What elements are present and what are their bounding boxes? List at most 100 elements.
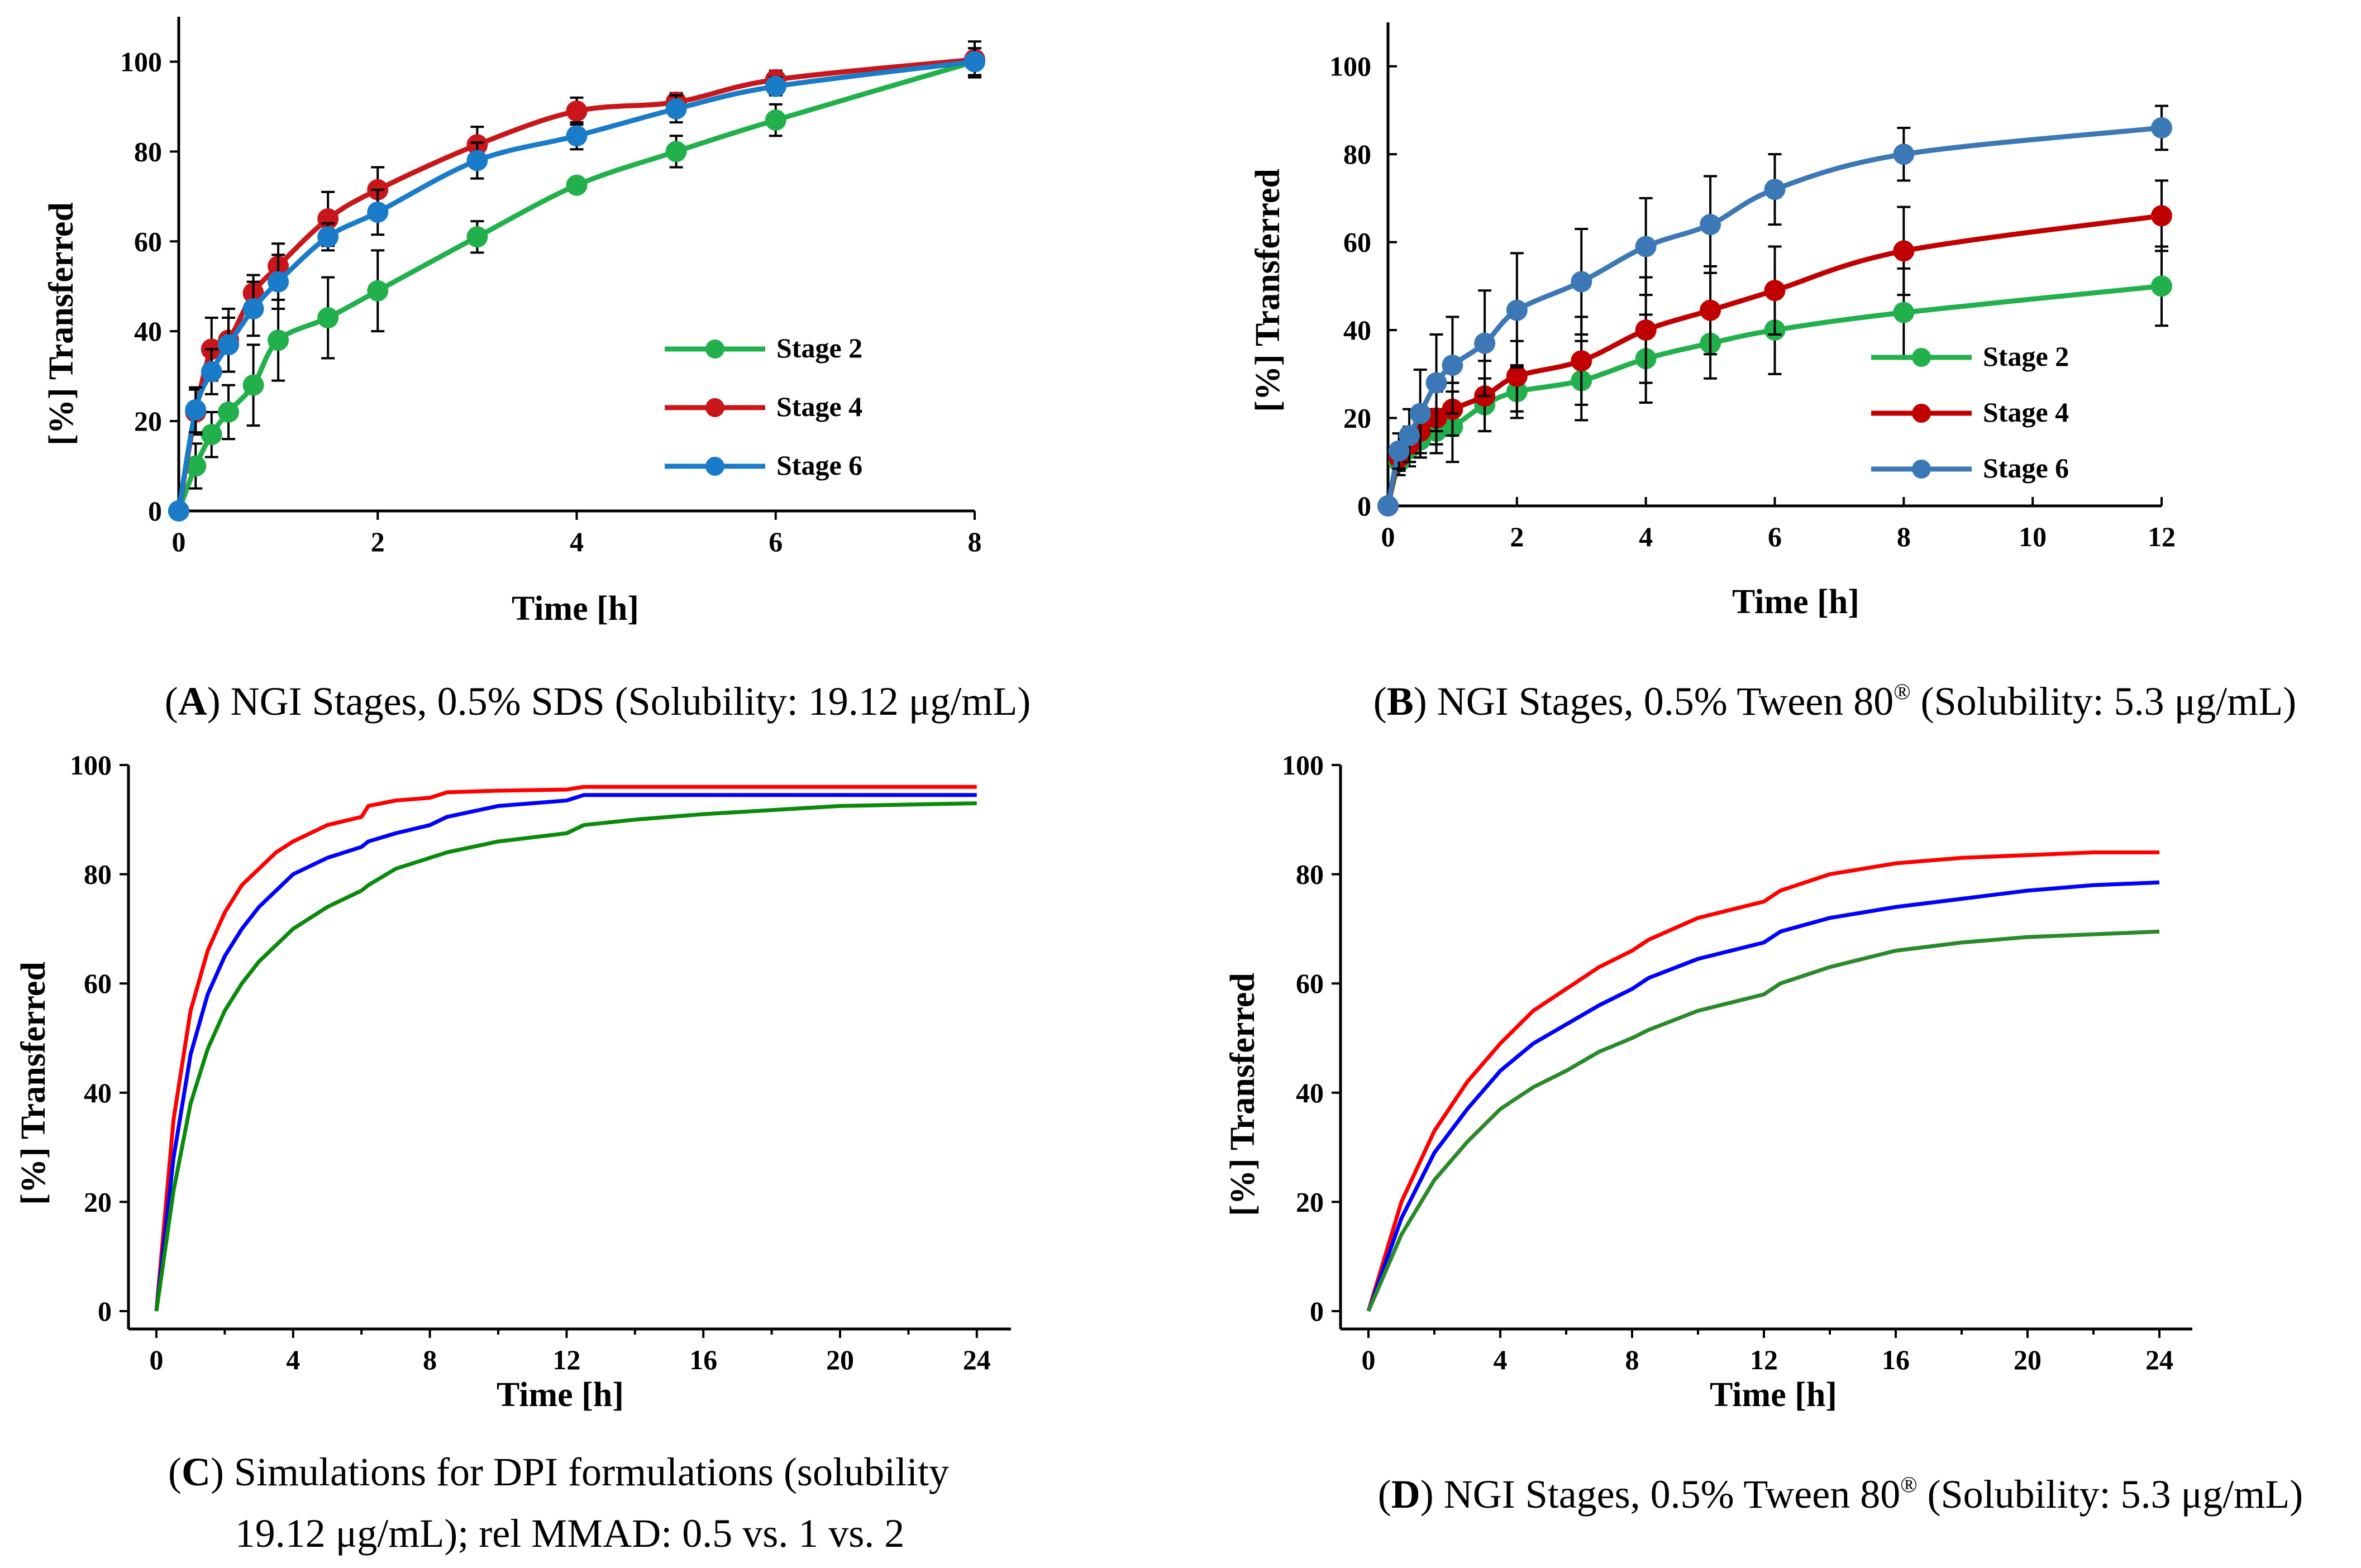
panel-b-series-stage-6-point xyxy=(1700,214,1721,236)
panel-a-series-stage-6-point xyxy=(185,399,207,420)
panel-c-plot: 0 20 40 60 80 100 0 4 8 12 16 20 24 xyxy=(70,749,1011,1375)
panel-b-xtick-label: 6 xyxy=(1768,521,1782,552)
panel-b-series-stage-6-point xyxy=(1399,425,1420,447)
panel-a-xtick-label: 4 xyxy=(570,526,584,557)
panel-c-xtick-label: 16 xyxy=(689,1344,717,1375)
panel-a-series-stage-2-point xyxy=(665,141,687,162)
panel-b-series-stage-6-point xyxy=(1409,403,1431,424)
panel-b-series-stage-6-point xyxy=(1506,299,1528,321)
panel-a-plot: 0 20 40 60 80 100 0 2 4 6 8 Stage 2 Stage 4 Stage 6 xyxy=(120,17,985,557)
panel-a-ytick-label: 40 xyxy=(134,315,162,347)
panel-d-ytick-label: 0 xyxy=(1310,1295,1324,1327)
panel-a-ytick-label: 20 xyxy=(134,405,162,437)
panel-c-xtick-label: 8 xyxy=(423,1344,437,1375)
panel-a-xtick-label: 0 xyxy=(172,526,186,557)
panel-a-series-stage-6-point xyxy=(168,500,189,522)
panel-a-series-stage-2-point xyxy=(268,329,289,351)
panel-c-xtick-label: 0 xyxy=(150,1344,164,1375)
panel-b-series-stage-2-point xyxy=(2151,275,2172,297)
panel-b-xtick-label: 12 xyxy=(2148,521,2176,552)
panel-c-xtick-label: 4 xyxy=(286,1344,300,1375)
panel-b-plot: 0 20 40 60 80 100 0 2 4 6 8 10 12 Stage 2 Stage 4 Stage… xyxy=(1329,22,2176,552)
panel-a-ytick-label: 0 xyxy=(148,495,162,527)
panel-a-series-stage-2-point xyxy=(218,401,240,423)
panel-b-caption-sup: ® xyxy=(1893,679,1910,704)
panel-a-series-stage-6-point xyxy=(218,334,240,356)
panel-b-series-stage-4-point xyxy=(1635,319,1657,341)
panel-b-caption-letter: B xyxy=(1387,679,1414,724)
panel-b-series-stage-6-point xyxy=(1388,440,1410,462)
panel-b-ytick-label: 40 xyxy=(1343,314,1371,346)
panel-b-series-stage-6-point xyxy=(1571,271,1592,293)
panel-b-legend-stage-6-label: Stage 6 xyxy=(1983,452,2069,484)
panel-a-caption-letter: A xyxy=(178,679,207,724)
panel-a-xlabel: Time [h] xyxy=(512,590,639,628)
panel-b-series-stage-2-point xyxy=(1893,302,1915,323)
panel-b-series-stage-4-point xyxy=(1764,280,1786,302)
panel-a-series-stage-2-point xyxy=(317,307,339,329)
panel-c-caption-text: Simulations for DPI formulations (solubi… xyxy=(234,1450,949,1494)
panel-b-series-stage-6-point xyxy=(1425,372,1447,394)
panel-b: 0 20 40 60 80 100 0 2 4 6 8 10 12 Stage 2 Stage 4 Stage… xyxy=(1249,22,2296,724)
panel-b-ylabel: [%] Transferred xyxy=(1249,169,1287,412)
panel-a-xtick-label: 2 xyxy=(371,526,385,557)
panel-b-series-stage-4-point xyxy=(2151,205,2172,227)
panel-c-xtick-label: 20 xyxy=(826,1344,854,1375)
panel-a-xtick-label: 6 xyxy=(769,526,783,557)
panel-b-xtick-label: 0 xyxy=(1381,521,1395,552)
panel-a: 0 20 40 60 80 100 0 2 4 6 8 Stage 2 Stage 4 Stage 6 [… xyxy=(42,17,1031,724)
panel-a-series-stage-2-point xyxy=(242,374,264,396)
panel-b-legend-stage-2-swatch-marker xyxy=(1912,348,1931,367)
panel-b-legend-stage-4-label: Stage 4 xyxy=(1983,396,2069,428)
panel-b-series-stage-4-point xyxy=(1700,299,1721,321)
panel-c-series-red-line xyxy=(154,785,977,1312)
panel-d-ylabel: [%] Transferred xyxy=(1224,973,1262,1216)
panel-c-series-green-line xyxy=(154,801,977,1312)
panel-a-ylabel: [%] Transferred xyxy=(42,202,80,446)
panel-a-caption-text: NGI Stages, 0.5% SDS (Solubility: 19.12 … xyxy=(231,679,1031,724)
panel-b-legend-stage-4-swatch-marker xyxy=(1912,404,1931,423)
panel-b-series-stage-6-point xyxy=(1893,144,1915,165)
panel-a-legend-stage-2-label: Stage 2 xyxy=(776,332,862,364)
panel-d-ytick-label: 60 xyxy=(1296,968,1324,999)
panel-a-series-stage-2-point xyxy=(765,109,786,131)
panel-a-series-stage-6-point xyxy=(566,125,588,147)
panel-a-series-stage-6-point xyxy=(466,150,488,171)
panel-c-ylabel: [%] Transferred xyxy=(15,962,53,1205)
panel-b-series-stage-6-point xyxy=(1442,355,1463,376)
panel-a-series-stage-2-point xyxy=(201,424,222,446)
panel-b-series-stage-6-point xyxy=(2151,117,2172,138)
panel-b-series-stage-6-point xyxy=(1635,236,1657,257)
panel-a-series-stage-4-point xyxy=(566,100,588,122)
panel-c-ytick-label: 40 xyxy=(84,1077,112,1108)
panel-b-series-stage-4-point xyxy=(1571,350,1592,372)
panel-a-ytick-label: 100 xyxy=(120,46,162,77)
panel-b-ytick-label: 20 xyxy=(1343,403,1371,434)
panel-b-legend-stage-6-swatch-marker xyxy=(1912,460,1931,479)
panel-c-caption-letter: C xyxy=(182,1450,211,1494)
panel-a-series-stage-6-point xyxy=(665,98,687,119)
panel-b-ytick-label: 0 xyxy=(1357,490,1371,522)
panel-a-caption: (A) NGI Stages, 0.5% SDS (Solubility: 19… xyxy=(165,679,1031,724)
panel-a-series-stage-2-point xyxy=(367,280,389,302)
panel-c-ytick-label: 60 xyxy=(84,968,112,999)
panel-b-caption-text: NGI Stages, 0.5% Tween 80 xyxy=(1437,679,1894,724)
panel-d-xtick-label: 16 xyxy=(1882,1344,1910,1375)
panel-d-series-green-line xyxy=(1366,929,2160,1312)
panel-a-legend-stage-2-swatch-marker xyxy=(705,340,724,358)
panel-a-series-stage-2-point xyxy=(466,226,488,248)
panel-a-series-stage-6-point xyxy=(242,298,264,319)
panel-d-xtick-label: 12 xyxy=(1750,1344,1778,1375)
panel-d-caption-sup: ® xyxy=(1900,1472,1917,1497)
panel-d-ytick-label: 20 xyxy=(1296,1186,1324,1217)
panel-c-caption-line2: 19.12 μg/mL); rel MMAD: 0.5 vs. 1 vs. 2 xyxy=(235,1511,905,1556)
panel-a-ytick-label: 60 xyxy=(134,226,162,257)
panel-d-xtick-label: 20 xyxy=(2014,1344,2042,1375)
panel-b-xtick-label: 4 xyxy=(1639,521,1653,552)
panel-c-series-blue-line xyxy=(154,793,977,1312)
panel-b-series-stage-6-point xyxy=(1764,179,1786,200)
panel-c-ytick-label: 20 xyxy=(84,1186,112,1217)
panel-b-series-stage-6-point xyxy=(1377,495,1399,517)
